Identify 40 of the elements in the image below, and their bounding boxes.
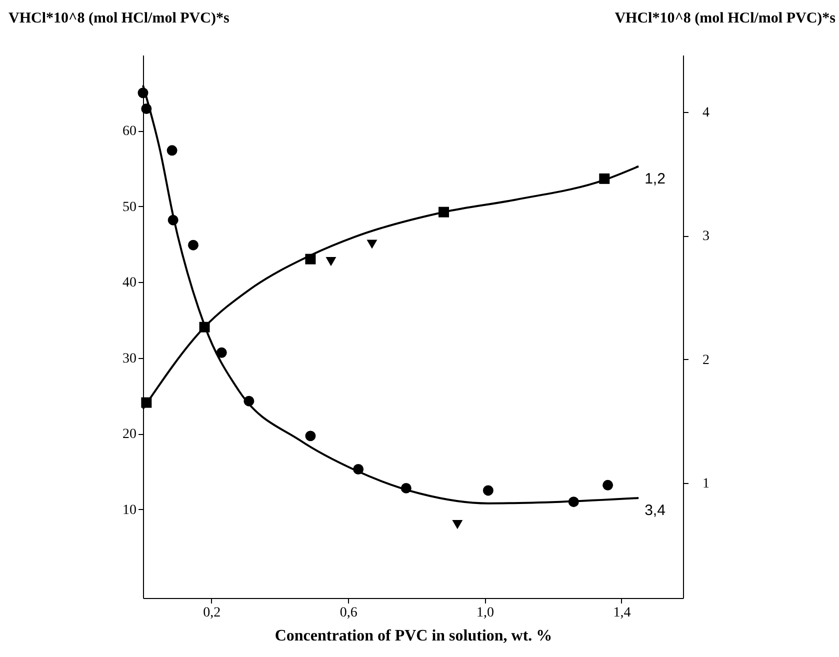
y2-tick-label: 1: [702, 476, 710, 492]
x-tick-label: 0,6: [340, 606, 358, 620]
y2-tick-label: 3: [702, 229, 710, 244]
y-axis-title: VHCl*10^8 (mol HCl/mol PVC)*s: [8, 10, 230, 26]
point: [216, 347, 227, 358]
point: [141, 104, 152, 114]
annotation: 3,4: [644, 502, 666, 520]
point: [168, 214, 178, 226]
y-tick-label: 60: [122, 124, 136, 140]
point: [438, 206, 450, 218]
point: [305, 254, 316, 264]
y-tick-label: 50: [122, 200, 136, 215]
y-tick-label: 30: [122, 351, 136, 366]
annotation: 1,2: [644, 170, 666, 188]
x-tick-label: 0,2: [203, 606, 221, 620]
point: [599, 173, 610, 184]
point: [366, 240, 378, 249]
y2-tick-label: 2: [702, 352, 710, 368]
point: [568, 496, 579, 508]
y-tick-label: 10: [122, 502, 136, 518]
point: [326, 257, 336, 266]
point: [482, 485, 494, 496]
y2-axis-title: VHCl*10^8 (mol HCl/mol PVC)*s: [614, 10, 836, 26]
point: [244, 396, 254, 406]
point: [188, 240, 198, 250]
point: [602, 480, 614, 490]
y-tick-label: 40: [122, 276, 136, 291]
point: [452, 520, 463, 530]
y-tick-label: 20: [122, 427, 136, 442]
x-axis-title: Concentration of PVC in solution, wt. %: [274, 628, 552, 644]
x-tick-label: 1,0: [476, 606, 494, 620]
point: [141, 397, 152, 408]
point: [305, 430, 316, 442]
point: [199, 322, 210, 332]
point: [138, 88, 148, 98]
point: [353, 464, 364, 474]
point: [400, 482, 412, 494]
y2-tick-label: 4: [702, 105, 710, 120]
point: [166, 145, 178, 156]
x-tick-label: 1,4: [613, 606, 631, 620]
